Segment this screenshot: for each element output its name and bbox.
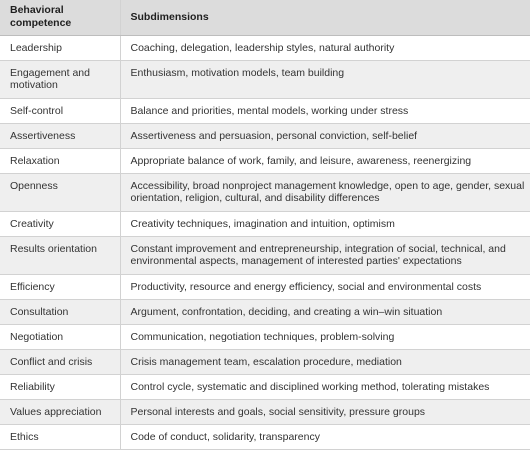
table-row: Leadership Coaching, delegation, leaders…: [0, 35, 530, 61]
subdimensions-cell: Constant improvement and entrepreneurshi…: [120, 236, 530, 275]
subdimensions-cell: Control cycle, systematic and discipline…: [120, 374, 530, 400]
competence-cell: Conflict and crisis: [0, 349, 121, 375]
competence-cell: Assertiveness: [0, 123, 121, 149]
subdimensions-cell: Productivity, resource and energy effici…: [120, 274, 530, 300]
table-row: Conflict and crisis Crisis management te…: [0, 349, 530, 375]
competence-cell: Negotiation: [0, 324, 121, 350]
competence-cell: Reliability: [0, 374, 121, 400]
subdimensions-cell: Personal interests and goals, social sen…: [120, 399, 530, 425]
subdimensions-cell: Communication, negotiation techniques, p…: [120, 324, 530, 350]
subdimensions-cell: Argument, confrontation, deciding, and c…: [120, 299, 530, 325]
subdimensions-cell: Coaching, delegation, leadership styles,…: [120, 35, 530, 61]
subdimensions-cell: Enthusiasm, motivation models, team buil…: [120, 60, 530, 99]
table-row: Openness Accessibility, broad nonproject…: [0, 173, 530, 212]
subdimensions-cell: Assertiveness and persuasion, personal c…: [120, 123, 530, 149]
table-row: Ethics Code of conduct, solidarity, tran…: [0, 424, 530, 450]
table-row: Creativity Creativity techniques, imagin…: [0, 211, 530, 237]
competence-cell: Leadership: [0, 35, 121, 61]
competence-cell: Ethics: [0, 424, 121, 450]
subdimensions-cell: Code of conduct, solidarity, transparenc…: [120, 424, 530, 450]
subdimensions-cell: Creativity techniques, imagination and i…: [120, 211, 530, 237]
competence-cell: Creativity: [0, 211, 121, 237]
competence-cell: Openness: [0, 173, 121, 212]
subdimensions-cell: Accessibility, broad nonproject manageme…: [120, 173, 530, 212]
competence-cell: Self-control: [0, 98, 121, 124]
competence-cell: Efficiency: [0, 274, 121, 300]
table-row: Reliability Control cycle, systematic an…: [0, 374, 530, 400]
table-row: Efficiency Productivity, resource and en…: [0, 274, 530, 300]
header-row: Behavioral competence Subdimensions: [0, 0, 530, 36]
competence-cell: Results orientation: [0, 236, 121, 275]
table-row: Negotiation Communication, negotiation t…: [0, 324, 530, 350]
competence-cell: Consultation: [0, 299, 121, 325]
competence-cell: Values appreciation: [0, 399, 121, 425]
header-subdimensions: Subdimensions: [120, 0, 530, 36]
header-behavioral-competence: Behavioral competence: [0, 0, 121, 36]
subdimensions-cell: Appropriate balance of work, family, and…: [120, 148, 530, 174]
table-row: Relaxation Appropriate balance of work, …: [0, 148, 530, 174]
table-row: Assertiveness Assertiveness and persuasi…: [0, 123, 530, 149]
subdimensions-cell: Crisis management team, escalation proce…: [120, 349, 530, 375]
table-row: Consultation Argument, confrontation, de…: [0, 299, 530, 325]
competence-cell: Relaxation: [0, 148, 121, 174]
table-row: Self-control Balance and priorities, men…: [0, 98, 530, 124]
subdimensions-cell: Balance and priorities, mental models, w…: [120, 98, 530, 124]
competence-cell: Engagement and motivation: [0, 60, 121, 99]
table-row: Values appreciation Personal interests a…: [0, 399, 530, 425]
table-row: Results orientation Constant improvement…: [0, 236, 530, 275]
table-row: Engagement and motivation Enthusiasm, mo…: [0, 60, 530, 99]
